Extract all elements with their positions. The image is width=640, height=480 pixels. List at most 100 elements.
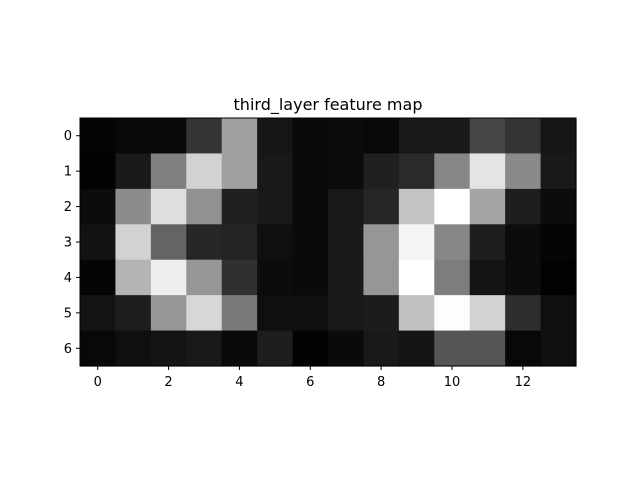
heatmap-cell-r4-c4: [222, 260, 258, 296]
heatmap-cell-r6-c9: [399, 331, 435, 367]
x-tick-label: 6: [306, 375, 314, 390]
heatmap-cell-r6-c7: [328, 331, 364, 367]
heatmap-cell-r5-c0: [80, 295, 116, 331]
heatmap-cell-r0-c2: [151, 118, 187, 154]
heatmap-cell-r1-c13: [541, 153, 577, 189]
heatmap-cell-r4-c3: [186, 260, 222, 296]
heatmap-cell-r0-c1: [115, 118, 151, 154]
heatmap-cell-r5-c13: [541, 295, 577, 331]
heatmap-cell-r2-c9: [399, 189, 435, 225]
heatmap-cell-r2-c3: [186, 189, 222, 225]
heatmap-cell-r0-c5: [257, 118, 293, 154]
heatmap-cell-r3-c4: [222, 224, 258, 260]
y-tick-label: 5: [64, 306, 72, 321]
y-tick-label: 2: [64, 200, 72, 215]
chart-title: third_layer feature map: [234, 95, 423, 115]
heatmap-cell-r6-c11: [470, 331, 506, 367]
x-tick-label: 4: [235, 375, 243, 390]
heatmap-cell-r0-c8: [363, 118, 399, 154]
heatmap-cell-r6-c13: [541, 331, 577, 367]
heatmap-cell-r5-c11: [470, 295, 506, 331]
heatmap-cell-r4-c1: [115, 260, 151, 296]
heatmap-cell-r6-c4: [222, 331, 258, 367]
heatmap-cell-r2-c8: [363, 189, 399, 225]
x-tick-label: 8: [377, 375, 385, 390]
heatmap-cell-r3-c6: [293, 224, 329, 260]
heatmap-cell-r4-c0: [80, 260, 116, 296]
heatmap-cell-r3-c8: [363, 224, 399, 260]
heatmap-cell-r4-c12: [505, 260, 541, 296]
heatmap-cell-r6-c8: [363, 331, 399, 367]
x-axis: 0 2 4 6 8 10 12: [94, 366, 532, 390]
y-tick-label: 6: [64, 342, 72, 357]
heatmap-cell-r6-c12: [505, 331, 541, 367]
heatmap-cell-r4-c10: [434, 260, 470, 296]
heatmap-cell-r4-c9: [399, 260, 435, 296]
heatmap-cell-r5-c2: [151, 295, 187, 331]
heatmap-cell-r4-c13: [541, 260, 577, 296]
heatmap-cell-r0-c11: [470, 118, 506, 154]
heatmap-cell-r1-c2: [151, 153, 187, 189]
heatmap-cell-r6-c2: [151, 331, 187, 367]
heatmap-cell-r6-c5: [257, 331, 293, 367]
heatmap-cell-r0-c4: [222, 118, 258, 154]
heatmap-cell-r5-c7: [328, 295, 364, 331]
y-axis: 0 1 2 3 4 5 6: [64, 129, 80, 357]
heatmap-cell-r2-c10: [434, 189, 470, 225]
heatmap-cell-r0-c6: [293, 118, 329, 154]
heatmap-cell-r2-c12: [505, 189, 541, 225]
heatmap-cell-r1-c5: [257, 153, 293, 189]
heatmap-cell-r2-c2: [151, 189, 187, 225]
y-tick-label: 1: [64, 165, 72, 180]
heatmap-cell-r2-c13: [541, 189, 577, 225]
heatmap-cell-r2-c5: [257, 189, 293, 225]
heatmap-cell-r0-c10: [434, 118, 470, 154]
heatmap-cell-r1-c8: [363, 153, 399, 189]
heatmap-cell-r6-c1: [115, 331, 151, 367]
heatmap-cell-r2-c6: [293, 189, 329, 225]
heatmap-cell-r0-c7: [328, 118, 364, 154]
heatmap-cell-r1-c0: [80, 153, 116, 189]
heatmap-cell-r0-c12: [505, 118, 541, 154]
heatmap-cell-r3-c3: [186, 224, 222, 260]
heatmap-cell-r4-c5: [257, 260, 293, 296]
heatmap-cell-r6-c10: [434, 331, 470, 367]
heatmap-cell-r2-c11: [470, 189, 506, 225]
heatmap-cell-r5-c4: [222, 295, 258, 331]
x-tick-label: 2: [164, 375, 172, 390]
heatmap-cell-r6-c6: [293, 331, 329, 367]
heatmap-cell-r3-c12: [505, 224, 541, 260]
heatmap-cell-r5-c6: [293, 295, 329, 331]
heatmap-cell-r5-c8: [363, 295, 399, 331]
heatmap-cell-r4-c7: [328, 260, 364, 296]
heatmap-cell-r3-c9: [399, 224, 435, 260]
heatmap-cell-r0-c0: [80, 118, 116, 154]
heatmap-cell-r5-c9: [399, 295, 435, 331]
heatmap-cell-r3-c13: [541, 224, 577, 260]
heatmap-cell-r1-c12: [505, 153, 541, 189]
heatmap-cell-r3-c0: [80, 224, 116, 260]
heatmap-cell-r0-c9: [399, 118, 435, 154]
heatmap-cell-r4-c11: [470, 260, 506, 296]
heatmap-cell-r4-c6: [293, 260, 329, 296]
heatmap-cell-r4-c8: [363, 260, 399, 296]
heatmap-cells: [80, 118, 577, 367]
heatmap-cell-r3-c1: [115, 224, 151, 260]
heatmap-cell-r3-c10: [434, 224, 470, 260]
heatmap-cell-r2-c1: [115, 189, 151, 225]
heatmap-cell-r1-c11: [470, 153, 506, 189]
heatmap-cell-r1-c4: [222, 153, 258, 189]
heatmap-cell-r5-c1: [115, 295, 151, 331]
heatmap-cell-r4-c2: [151, 260, 187, 296]
heatmap-cell-r1-c7: [328, 153, 364, 189]
x-tick-label: 12: [515, 375, 532, 390]
heatmap-cell-r5-c10: [434, 295, 470, 331]
heatmap-cell-r1-c9: [399, 153, 435, 189]
heatmap-cell-r1-c10: [434, 153, 470, 189]
x-tick-label: 10: [444, 375, 461, 390]
heatmap-cell-r1-c3: [186, 153, 222, 189]
heatmap-cell-r2-c4: [222, 189, 258, 225]
heatmap-cell-r5-c5: [257, 295, 293, 331]
heatmap-cell-r6-c3: [186, 331, 222, 367]
